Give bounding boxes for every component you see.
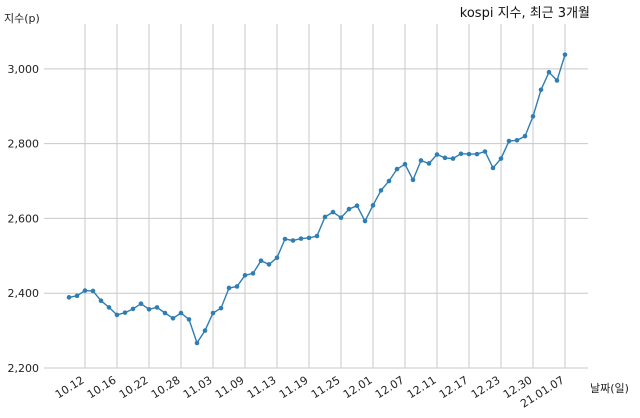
x-tick-label: 10.22 xyxy=(117,374,151,402)
data-point xyxy=(226,285,232,291)
data-point xyxy=(218,305,224,311)
data-point xyxy=(554,78,560,83)
data-point xyxy=(298,236,304,241)
data-point xyxy=(162,310,168,316)
data-point xyxy=(426,161,432,166)
data-point xyxy=(514,137,520,143)
data-point xyxy=(138,301,144,306)
series-line xyxy=(68,54,566,345)
x-tick-label: 11.19 xyxy=(277,374,311,402)
data-point xyxy=(202,328,208,333)
y-tick-label: 2,600 xyxy=(8,212,40,225)
data-point xyxy=(258,258,264,263)
data-point xyxy=(378,188,384,193)
data-point xyxy=(330,209,336,215)
data-point xyxy=(322,214,328,220)
data-point xyxy=(354,203,360,209)
data-point xyxy=(522,133,528,139)
data-point xyxy=(154,305,160,310)
x-tick-label: 11.25 xyxy=(309,374,343,402)
data-point xyxy=(450,156,456,161)
x-tick-label: 11.09 xyxy=(213,374,247,402)
x-tick-label: 12.23 xyxy=(469,374,503,402)
x-tick-labels: 10.1210.1610.2210.2811.0311.0911.1311.19… xyxy=(53,374,567,411)
data-point xyxy=(474,151,480,157)
x-tick-label: 10.28 xyxy=(149,374,183,402)
x-tick-label: 10.16 xyxy=(85,374,119,402)
data-point xyxy=(146,306,152,312)
chart-title: kospi 지수, 최근 3개월 xyxy=(460,6,590,21)
data-point xyxy=(338,215,344,220)
data-point xyxy=(90,288,96,294)
x-tick-label: 12.07 xyxy=(373,374,407,402)
data-point xyxy=(98,298,104,303)
data-point xyxy=(346,206,352,212)
data-point xyxy=(498,156,504,161)
data-point xyxy=(290,238,296,243)
data-point xyxy=(370,203,376,208)
data-point xyxy=(210,310,216,316)
data-point xyxy=(242,272,248,278)
grid xyxy=(44,24,588,369)
data-point xyxy=(186,317,192,322)
data-point xyxy=(178,310,184,316)
x-tick-label: 12.11 xyxy=(405,374,439,402)
data-point xyxy=(442,155,448,161)
data-point xyxy=(106,305,112,310)
data-point xyxy=(250,271,256,276)
data-point xyxy=(122,310,128,315)
data-point xyxy=(82,288,88,293)
data-point xyxy=(282,236,288,242)
x-tick-label: 11.13 xyxy=(245,374,279,402)
x-tick-label: 10.12 xyxy=(53,374,87,402)
data-point xyxy=(170,315,176,321)
data-point xyxy=(410,177,416,183)
data-point xyxy=(506,138,512,144)
data-point xyxy=(314,233,320,239)
data-point xyxy=(66,295,72,300)
data-point xyxy=(114,312,120,318)
data-point xyxy=(74,293,80,299)
data-point xyxy=(482,149,488,154)
data-point xyxy=(434,152,440,157)
x-tick-label: 11.03 xyxy=(181,374,215,402)
data-point xyxy=(458,151,464,157)
data-point xyxy=(402,161,408,167)
data-point xyxy=(234,284,240,289)
x-tick-label: 12.17 xyxy=(437,374,471,402)
data-point xyxy=(362,218,368,224)
data-point xyxy=(562,52,568,57)
y-axis-title: 지수(p) xyxy=(4,12,40,25)
series-points xyxy=(66,52,568,346)
y-tick-label: 3,000 xyxy=(8,63,40,76)
data-point xyxy=(266,262,272,267)
y-tick-label: 2,400 xyxy=(8,287,40,300)
data-point xyxy=(538,87,544,93)
data-point xyxy=(306,235,312,241)
data-point xyxy=(418,158,424,163)
data-point xyxy=(530,114,536,119)
data-point xyxy=(274,255,280,260)
y-tick-label: 2,800 xyxy=(8,138,40,151)
data-point xyxy=(394,166,400,172)
x-tick-label: 12.01 xyxy=(341,374,375,402)
data-point xyxy=(546,69,552,75)
data-point xyxy=(194,340,200,346)
x-axis-title: 날짜(일) xyxy=(590,381,629,395)
y-tick-label: 2,200 xyxy=(8,362,40,375)
data-point xyxy=(130,306,136,312)
y-tick-labels: 2,200 2,400 2,600 2,800 3,000 xyxy=(8,63,40,375)
data-point xyxy=(466,151,472,157)
data-point xyxy=(386,178,392,184)
data-point xyxy=(490,165,496,171)
